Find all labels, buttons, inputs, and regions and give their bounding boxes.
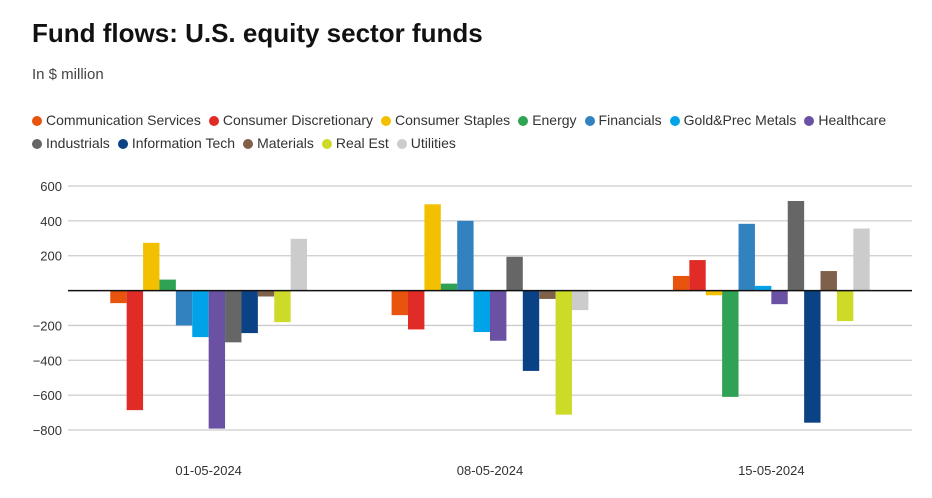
bar-consumer-discretionary-08-05-2024 (408, 290, 425, 330)
bar-healthcare-08-05-2024 (490, 290, 507, 341)
legend-item: Real Est (321, 132, 389, 155)
legend-label: Financials (598, 112, 662, 128)
legend-item: Financials (584, 109, 662, 132)
bar-consumer-discretionary-01-05-2024 (126, 290, 144, 411)
y-tick-label: 400 (40, 214, 62, 229)
legend-swatch (396, 139, 407, 149)
bar-industrials-15-05-2024 (787, 200, 805, 291)
legend-item: Consumer Discretionary (208, 109, 374, 132)
legend-item: Consumer Staples (381, 109, 510, 132)
chart-subtitle: In $ million (32, 66, 104, 83)
bar-healthcare-15-05-2024 (771, 290, 788, 305)
legend-swatch (669, 116, 680, 126)
y-tick-label: −200 (33, 318, 62, 333)
bar-industrials-01-05-2024 (225, 290, 242, 343)
bar-gold-prec-metals-01-05-2024 (192, 290, 209, 338)
legend-label: Materials (257, 135, 314, 151)
legend-label: Healthcare (818, 112, 887, 128)
y-tick-label: −600 (33, 388, 62, 403)
legend-swatch (321, 139, 332, 149)
bar-materials-15-05-2024 (820, 271, 837, 291)
legend-item: Communication Services (32, 109, 201, 132)
bar-real-est-08-05-2024 (555, 290, 572, 415)
bar-healthcare-01-05-2024 (208, 290, 226, 429)
legend-label: Gold&Prec Metals (683, 112, 797, 128)
y-tick-label: −800 (33, 423, 62, 438)
legend: Communication Services Consumer Discretio… (32, 109, 912, 155)
chart-title: Fund flows: U.S. equity sector funds (32, 18, 483, 48)
legend-swatch (32, 139, 42, 149)
bar-energy-15-05-2024 (722, 290, 739, 397)
bar-consumer-discretionary-15-05-2024 (689, 260, 706, 291)
legend-label: Energy (532, 112, 577, 128)
legend-swatch (208, 116, 219, 126)
x-tick-label: 15-05-2024 (738, 463, 805, 478)
legend-item: Utilities (396, 132, 456, 155)
bar-materials-01-05-2024 (257, 290, 275, 297)
bar-financials-15-05-2024 (738, 223, 755, 291)
bar-financials-08-05-2024 (457, 220, 474, 291)
legend-label: Consumer Discretionary (222, 112, 374, 128)
bar-information-tech-08-05-2024 (522, 290, 540, 371)
bar-gold-prec-metals-15-05-2024 (754, 285, 772, 291)
legend-label: Consumer Staples (395, 112, 511, 128)
x-tick-label: 08-05-2024 (457, 463, 524, 478)
legend-label: Industrials (46, 135, 110, 151)
legend-swatch (32, 116, 42, 126)
bar-gold-prec-metals-08-05-2024 (473, 290, 490, 333)
legend-label: Real Est (335, 135, 389, 151)
bar-communication-services-15-05-2024 (672, 275, 690, 291)
bar-communication-services-08-05-2024 (391, 290, 408, 316)
bar-communication-services-01-05-2024 (110, 290, 127, 304)
legend-label: Utilities (410, 135, 456, 151)
bar-information-tech-01-05-2024 (241, 290, 258, 334)
bar-industrials-08-05-2024 (506, 256, 523, 291)
bar-consumer-staples-01-05-2024 (143, 242, 160, 291)
bar-energy-08-05-2024 (440, 283, 458, 291)
bar-utilities-01-05-2024 (290, 238, 308, 291)
legend-swatch (117, 139, 128, 149)
legend-swatch (584, 116, 595, 126)
bar-real-est-01-05-2024 (274, 290, 291, 323)
legend-item: Energy (518, 109, 577, 132)
y-tick-label: 600 (40, 179, 62, 194)
legend-item: Materials (243, 132, 314, 155)
legend-swatch (804, 116, 815, 126)
legend-swatch (243, 139, 254, 149)
bar-energy-01-05-2024 (159, 279, 176, 291)
legend-swatch (518, 116, 529, 126)
bar-consumer-staples-15-05-2024 (705, 290, 723, 296)
legend-item: Industrials (32, 132, 110, 155)
y-tick-label: 200 (40, 249, 62, 264)
legend-swatch (381, 116, 392, 126)
bar-information-tech-15-05-2024 (804, 290, 821, 423)
legend-item: Healthcare (804, 109, 886, 132)
bar-materials-08-05-2024 (539, 290, 556, 299)
legend-item: Information Tech (117, 132, 236, 155)
y-tick-label: −400 (33, 353, 62, 368)
bar-utilities-08-05-2024 (572, 290, 589, 311)
bar-utilities-15-05-2024 (853, 228, 870, 291)
bar-real-est-15-05-2024 (836, 290, 854, 322)
bar-financials-01-05-2024 (175, 290, 193, 326)
legend-label: Information Tech (131, 135, 236, 151)
bar-consumer-staples-08-05-2024 (424, 204, 441, 291)
legend-label: Communication Services (46, 112, 201, 128)
legend-item: Gold&Prec Metals (669, 109, 797, 132)
x-tick-label: 01-05-2024 (175, 463, 242, 478)
